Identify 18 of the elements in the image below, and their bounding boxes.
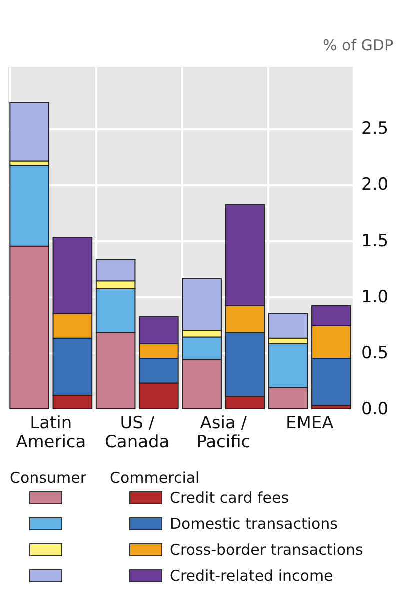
legend-label: Credit-related income: [170, 567, 334, 585]
y-tick-label: 2.5: [362, 119, 389, 140]
y-tick-label: 0.0: [362, 400, 389, 420]
y-tick-label: 0.5: [362, 343, 389, 364]
legend-label: Credit card fees: [170, 489, 290, 507]
x-tick-label: US / Canada: [105, 414, 170, 452]
x-tick-label: Latin America: [16, 414, 86, 452]
y-tick-label: 1.0: [362, 287, 389, 308]
text: Consumer: [10, 469, 88, 487]
x-tick-label: EMEA: [286, 414, 334, 434]
y-tick-label: 1.5: [362, 231, 389, 252]
bar: [10, 102, 50, 162]
text: Commercial: [110, 469, 200, 487]
x-tick-label: Asia / Pacific: [196, 414, 251, 452]
y-tick-label: 2.0: [362, 175, 389, 196]
legend-label: Domestic transactions: [170, 515, 338, 533]
y-axis-title: % of GDP: [323, 36, 394, 54]
legend-label: Cross-border transactions: [170, 541, 364, 559]
